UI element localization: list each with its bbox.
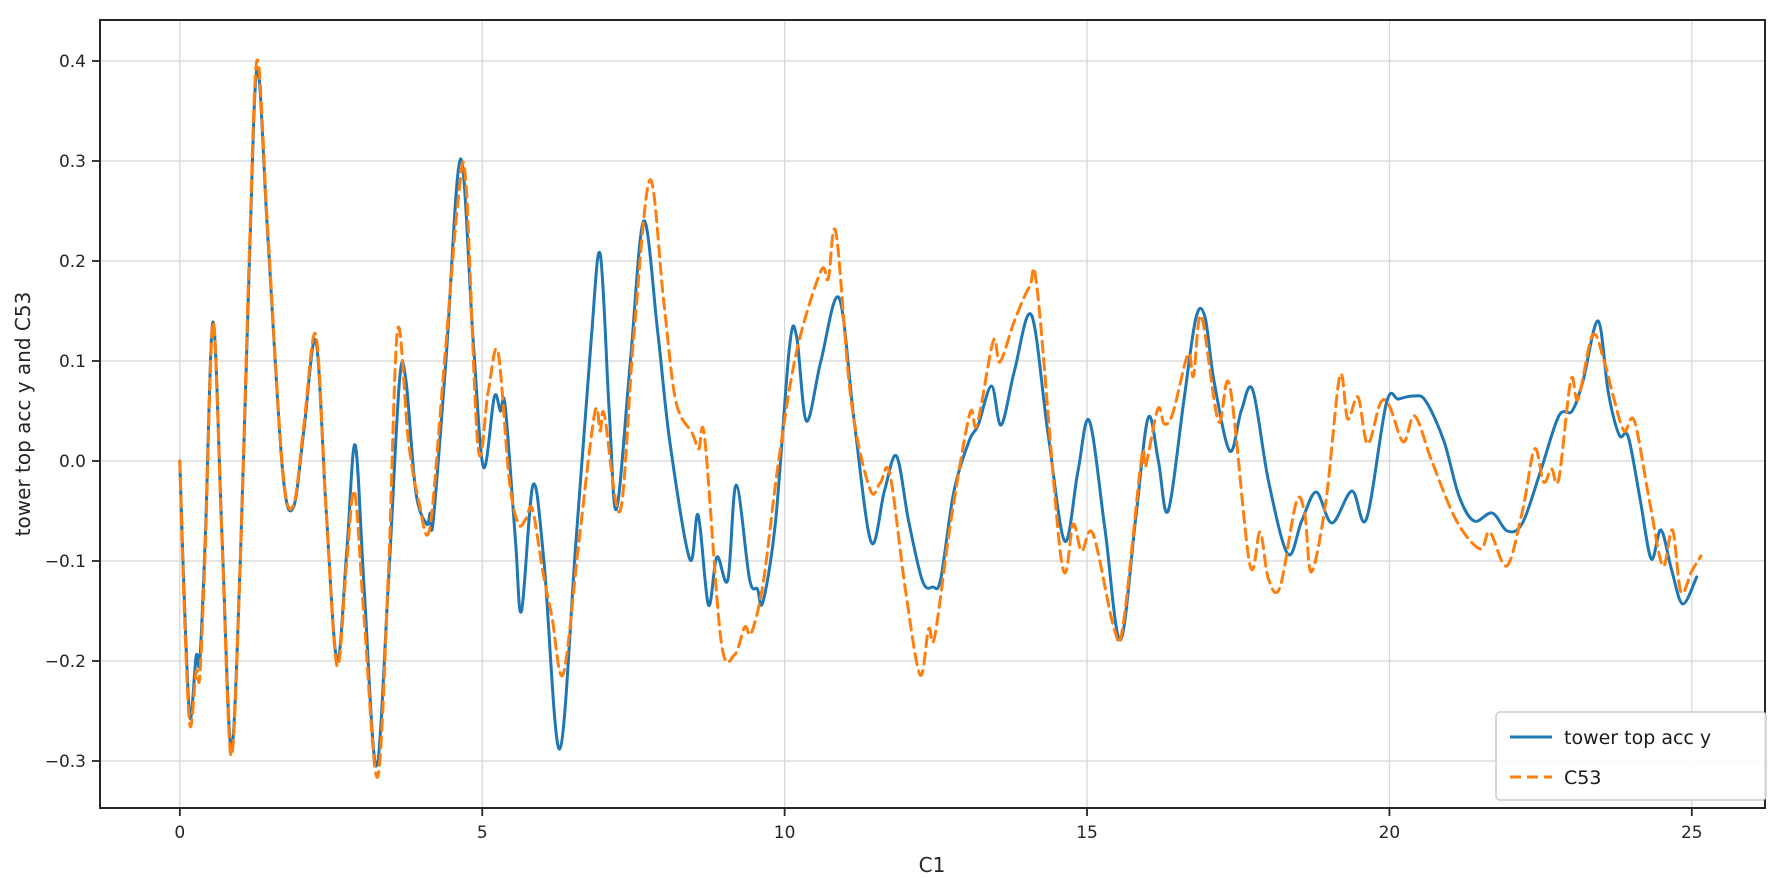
legend-label-series1: tower top acc y	[1564, 727, 1711, 749]
y-axis-label: tower top acc y and C53	[11, 292, 35, 537]
data-series	[178, 58, 1703, 779]
y-tick-label: 0.4	[59, 52, 86, 72]
x-tick-label: 15	[1076, 823, 1098, 843]
y-tick-label: 0.0	[59, 452, 86, 472]
axis-ticks: 0 5 10 15 20 25 0.4 0.3 0.2 0.1 0.0 −0.1 −0.2 −0.3	[45, 52, 1703, 843]
x-axis-label: C1	[919, 853, 946, 877]
legend: tower top acc y C53	[1495, 711, 1767, 801]
x-tick-label: 20	[1379, 823, 1401, 843]
y-tick-label: −0.3	[45, 752, 86, 772]
x-tick-label: 10	[774, 823, 796, 843]
x-tick-label: 5	[477, 823, 488, 843]
y-tick-label: 0.1	[59, 352, 86, 372]
x-tick-label: 0	[174, 823, 185, 843]
grid-lines	[100, 20, 1765, 808]
y-tick-label: −0.1	[45, 552, 86, 572]
legend-label-series2: C53	[1564, 767, 1601, 789]
series-line-C53	[178, 58, 1703, 779]
plot-border	[99, 19, 1766, 809]
y-tick-label: 0.3	[59, 152, 86, 172]
y-tick-label: −0.2	[45, 652, 86, 672]
x-tick-label: 25	[1681, 823, 1703, 843]
legend-box	[1495, 711, 1767, 801]
y-tick-label: 0.2	[59, 252, 86, 272]
